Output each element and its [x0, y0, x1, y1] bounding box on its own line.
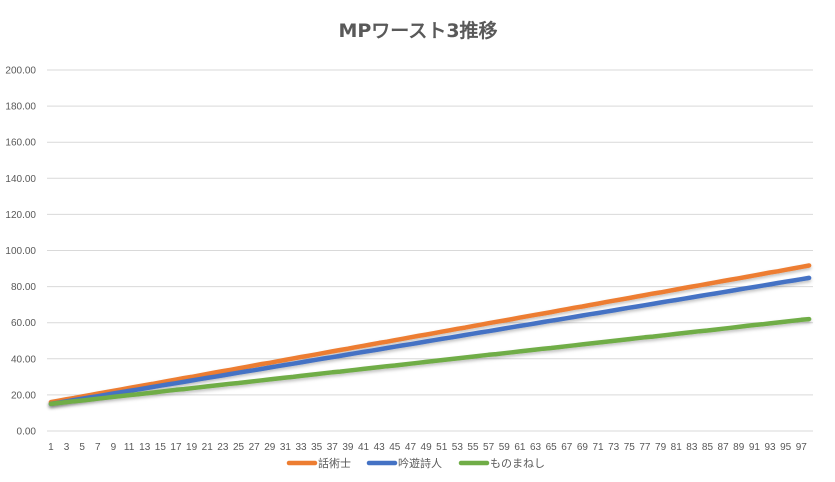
x-tick-label: 19 — [186, 442, 198, 453]
series-line-2 — [48, 316, 812, 407]
x-tick-label: 77 — [639, 442, 651, 453]
x-tick-label: 3 — [64, 442, 70, 453]
x-tick-label: 5 — [79, 442, 85, 453]
x-tick-label: 35 — [311, 442, 323, 453]
x-tick-label: 61 — [514, 442, 526, 453]
y-tick-label: 20.00 — [11, 390, 36, 401]
x-tick-label: 43 — [374, 442, 386, 453]
x-tick-label: 9 — [111, 442, 117, 453]
chart-title: MPワースト3推移 — [338, 19, 497, 42]
x-tick-label: 59 — [499, 442, 511, 453]
x-tick-label: 37 — [327, 442, 339, 453]
x-tick-label: 31 — [280, 442, 292, 453]
x-tick-label: 51 — [436, 442, 448, 453]
x-tick-label: 75 — [624, 442, 636, 453]
x-tick-label: 33 — [295, 442, 307, 453]
x-tick-label: 39 — [342, 442, 354, 453]
y-tick-label: 180.00 — [5, 102, 36, 113]
x-tick-label: 49 — [421, 442, 433, 453]
x-tick-label: 79 — [655, 442, 667, 453]
x-tick-label: 15 — [155, 442, 167, 453]
x-tick-label: 27 — [249, 442, 261, 453]
x-tick-label: 41 — [358, 442, 370, 453]
y-tick-label: 120.00 — [5, 210, 36, 221]
x-tick-label: 45 — [389, 442, 401, 453]
x-tick-label: 29 — [264, 442, 276, 453]
x-tick-label: 85 — [702, 442, 714, 453]
y-tick-label: 0.00 — [17, 427, 37, 438]
y-tick-label: 140.00 — [5, 174, 36, 185]
x-axis-ticks: 1 3 5 7 9 11 13 15 17 19 21 23 25 27 29 31 33 35 37 39 41 43 4… — [48, 442, 807, 453]
x-tick-label: 81 — [671, 442, 683, 453]
legend: 話術士 吟遊詩人 ものまねし — [286, 456, 545, 470]
y-tick-label: 40.00 — [11, 354, 36, 365]
x-tick-label: 25 — [233, 442, 245, 453]
legend-label: 吟遊詩人 — [398, 456, 442, 470]
series-lines — [48, 263, 812, 407]
x-tick-label: 95 — [780, 442, 792, 453]
legend-label: ものまねし — [490, 457, 545, 470]
x-tick-label: 65 — [546, 442, 558, 453]
x-tick-label: 91 — [749, 442, 761, 453]
x-tick-label: 23 — [217, 442, 229, 453]
x-tick-label: 67 — [561, 442, 573, 453]
x-tick-label: 73 — [608, 442, 620, 453]
legend-label: 話術士 — [318, 456, 351, 470]
x-tick-label: 13 — [139, 442, 151, 453]
y-axis-ticks: 0.00 20.00 40.00 60.00 80.00 100.00 120.00 140.… — [5, 66, 36, 438]
x-tick-label: 71 — [592, 442, 604, 453]
x-tick-label: 87 — [718, 442, 730, 453]
x-tick-label: 7 — [95, 442, 101, 453]
x-tick-label: 1 — [48, 442, 54, 453]
x-tick-label: 63 — [530, 442, 542, 453]
x-tick-label: 69 — [577, 442, 589, 453]
y-tick-label: 80.00 — [11, 282, 36, 293]
series-line-1 — [48, 275, 812, 407]
x-tick-label: 21 — [202, 442, 214, 453]
y-tick-label: 60.00 — [11, 318, 36, 329]
x-tick-label: 57 — [483, 442, 495, 453]
x-tick-label: 97 — [796, 442, 808, 453]
y-tick-label: 160.00 — [5, 138, 36, 149]
x-tick-label: 47 — [405, 442, 417, 453]
series-line-0 — [48, 263, 812, 405]
x-tick-label: 93 — [764, 442, 776, 453]
x-tick-label: 53 — [452, 442, 464, 453]
y-tick-label: 100.00 — [5, 246, 36, 257]
x-tick-label: 83 — [686, 442, 698, 453]
gridlines — [47, 69, 813, 432]
y-tick-label: 200.00 — [5, 66, 36, 77]
x-tick-label: 11 — [124, 442, 135, 453]
x-tick-label: 55 — [467, 442, 479, 453]
x-tick-label: 89 — [733, 442, 745, 453]
x-tick-label: 17 — [170, 442, 182, 453]
